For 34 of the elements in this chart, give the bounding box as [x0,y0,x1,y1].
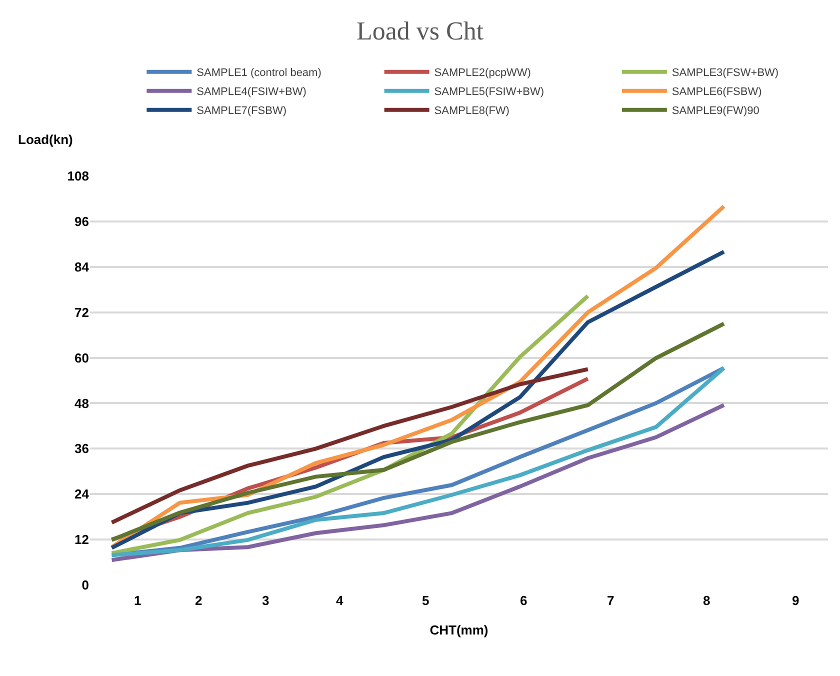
y-tick-label: 36 [74,441,89,456]
y-tick-label: 96 [74,214,89,229]
x-axis-title: CHT(mm) [430,622,488,638]
line-series [110,403,726,562]
y-tick-label: 48 [74,396,89,411]
y-tick-label: 108 [67,168,89,184]
y-tick-label: 60 [74,350,89,366]
y-tick-label: 12 [74,532,89,548]
y-tick-label: 84 [74,259,90,274]
text: 4 [336,593,344,608]
text: 8 [703,593,710,608]
legend-label: SAMPLE2(pcpWW) [434,67,531,80]
legend-label: SAMPLE8(FW) [434,105,510,118]
text: 5 [422,593,430,608]
text: 1 [134,593,142,608]
legend-label: SAMPLE3(FSW+BW) [672,67,779,80]
chart-title: Load vs Cht [356,16,484,46]
y-tick-label: 0 [82,578,89,593]
y-axis-title: Load(kn) [18,132,73,147]
text: 6 [520,593,528,608]
text: 7 [607,593,614,608]
legend-label: SAMPLE7(FSBW) [196,105,287,118]
line-series [110,322,726,542]
y-tick-label: 24 [74,486,90,502]
text: 3 [262,593,270,608]
legend-label: SAMPLE4(FSIW+BW) [196,86,306,98]
legend-label: SAMPLE6(FSBW) [672,86,762,98]
legend-label: SAMPLE1 (control beam) [196,67,322,80]
legend-label: SAMPLE9(FW)90 [672,105,760,118]
legend-label: SAMPLE5(FSIW+BW) [434,86,544,98]
line-series [110,367,590,525]
text: 9 [792,593,800,608]
y-tick-label: 72 [74,304,89,320]
text: 2 [195,593,202,608]
